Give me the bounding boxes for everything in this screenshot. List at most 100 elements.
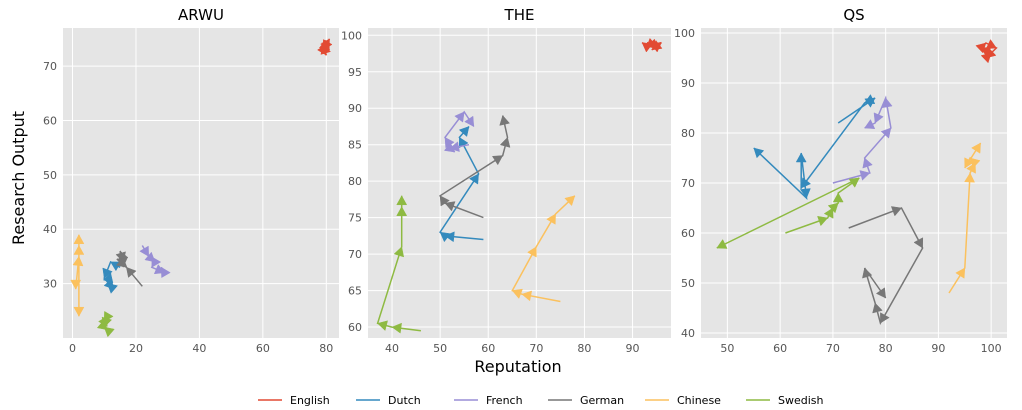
arrow-head	[102, 272, 114, 284]
arrow-head	[318, 39, 330, 51]
y-tick-label: 60	[43, 114, 57, 127]
arrow-head	[864, 119, 876, 129]
series-german	[439, 114, 511, 219]
x-tick-label: 60	[256, 342, 270, 355]
arrow-head	[964, 172, 976, 183]
arrow-head	[913, 237, 924, 249]
series-german	[848, 206, 924, 325]
legend-item-swedish: Swedish	[746, 394, 824, 407]
series-english	[975, 39, 998, 64]
arrow-head	[107, 283, 118, 294]
x-tick-label: 80	[319, 342, 333, 355]
arrow-head	[151, 256, 162, 268]
x-tick-label: 70	[529, 342, 543, 355]
arrow-head	[439, 231, 451, 243]
y-tick-label: 40	[681, 327, 695, 340]
arrow-head	[823, 207, 834, 219]
arrow-head	[103, 326, 115, 338]
x-tick-label: 90	[931, 342, 945, 355]
arrow-head	[73, 234, 85, 244]
series-swedish	[716, 177, 860, 249]
arrow-head	[890, 206, 902, 217]
arrow-head	[73, 306, 85, 317]
arrow-head	[862, 267, 873, 279]
arrow-head	[439, 195, 450, 207]
x-tick-label: 50	[720, 342, 734, 355]
arrow-head	[546, 213, 556, 225]
series-english	[317, 38, 333, 56]
arrow-head	[985, 39, 997, 49]
y-tick-label: 75	[348, 212, 362, 225]
arrow-head	[880, 312, 890, 324]
series-french	[443, 110, 475, 153]
y-tick-label: 100	[674, 27, 695, 40]
x-tick-label: 20	[129, 342, 143, 355]
legend: English Dutch French German Chinese Swedish	[258, 394, 824, 407]
arrow-head	[864, 94, 876, 104]
x-tick-label: 90	[626, 342, 640, 355]
series-chinese	[70, 234, 85, 317]
panel-arwu: 0 20 40 60 80 30 40 50 60 70 ARWU	[43, 6, 339, 355]
x-tick-label: 40	[192, 342, 206, 355]
arrow-head	[444, 201, 456, 212]
arrow-head	[875, 287, 886, 299]
legend-label: English	[290, 394, 330, 407]
panels: 0 20 40 60 80 30 40 50 60 70 ARWU 40 50 60 70 80 90 60 65 7…	[43, 6, 1007, 355]
y-tick-label: 95	[348, 66, 362, 79]
legend-label: Swedish	[778, 394, 824, 407]
series-chinese	[511, 195, 576, 303]
arrow-head	[126, 266, 137, 278]
arrow-head	[454, 111, 465, 123]
series-swedish	[96, 310, 115, 338]
arrow-head	[817, 215, 829, 227]
series-french	[139, 245, 171, 279]
x-tick-label: 0	[69, 342, 76, 355]
arrow-head	[827, 202, 839, 214]
arrow-head	[377, 320, 388, 331]
x-axis-label: Reputation	[474, 357, 561, 376]
y-tick-label: 60	[681, 227, 695, 240]
arrow-head	[955, 267, 966, 279]
arrow-head	[971, 142, 981, 154]
arrow-head	[396, 206, 408, 216]
y-tick-label: 80	[348, 175, 362, 188]
series-french	[832, 95, 893, 184]
arrow-head	[832, 192, 844, 203]
arrow-head	[391, 322, 402, 334]
x-tick-label: 80	[577, 342, 591, 355]
arrow-head	[872, 302, 883, 314]
legend-label: French	[486, 394, 523, 407]
arrow-head	[975, 42, 987, 54]
arrow-head	[72, 255, 84, 267]
x-tick-label: 60	[773, 342, 787, 355]
plot-background	[63, 28, 339, 338]
arrow-head	[491, 155, 504, 166]
y-tick-label: 65	[348, 285, 362, 298]
panel-qs: 50 60 70 80 90 100 40 50 60 70 80 90 100 QS	[674, 6, 1007, 355]
legend-item-dutch: Dutch	[356, 394, 421, 407]
arrow-head	[881, 97, 893, 109]
legend-item-chinese: Chinese	[645, 394, 721, 407]
y-tick-label: 50	[43, 169, 57, 182]
panel-title: THE	[504, 6, 535, 24]
arrow-head	[862, 157, 873, 169]
arrow-head	[527, 246, 537, 258]
arrow-head	[469, 173, 479, 185]
arrow-head	[800, 177, 812, 189]
arrow-head	[458, 126, 470, 137]
x-tick-label: 100	[981, 342, 1002, 355]
panel-the: 40 50 60 70 80 90 60 65 70 75 80 85 90 95 100 THE	[341, 6, 671, 355]
arrow-head	[800, 188, 811, 199]
arrow-head	[73, 244, 85, 255]
y-tick-label: 70	[681, 177, 695, 190]
arrow-head	[564, 195, 576, 207]
arrow-head	[444, 136, 455, 149]
legend-item-english: English	[258, 394, 330, 407]
y-tick-label: 90	[681, 77, 695, 90]
arrow-head	[396, 195, 408, 206]
y-tick-label: 50	[681, 277, 695, 290]
series-dutch	[439, 126, 484, 243]
x-tick-label: 80	[879, 342, 893, 355]
arrow-head	[161, 266, 171, 279]
y-tick-label: 85	[348, 139, 362, 152]
